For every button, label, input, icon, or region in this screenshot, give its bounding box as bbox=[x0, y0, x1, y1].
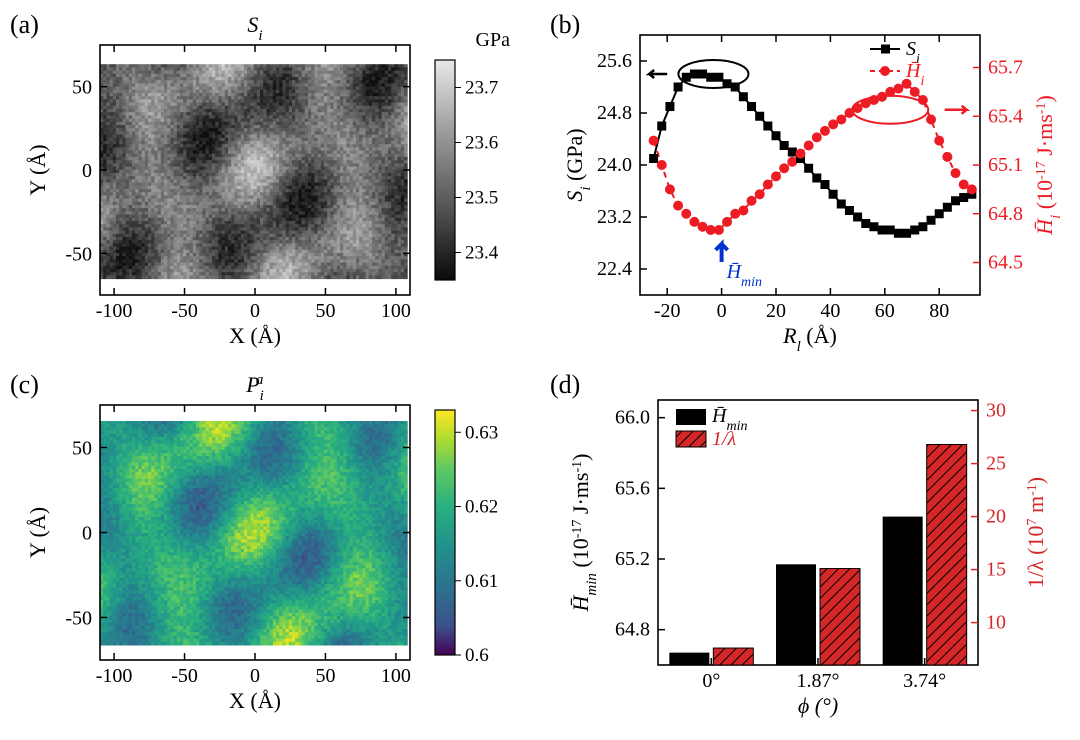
panel-label-d: (d) bbox=[550, 370, 580, 400]
heatmap-a: Si-100-50050100-50050X (Å)Y (Å)GPa23.423… bbox=[10, 10, 530, 360]
panel-label-b: (b) bbox=[550, 10, 580, 40]
heatmap-c: Pia-100-50050100-50050X (Å)Y (Å)0.60.610… bbox=[10, 370, 530, 730]
svg-text:Si: Si bbox=[247, 12, 262, 44]
chart-d: 64.865.265.666.010152025300°1.87°3.74°H̄… bbox=[550, 370, 1070, 730]
panel-d: (d) 64.865.265.666.010152025300°1.87°3.7… bbox=[550, 370, 1070, 730]
panel-a: (a) Si-100-50050100-50050X (Å)Y (Å)GPa23… bbox=[10, 10, 530, 360]
panel-c: (c) Pia-100-50050100-50050X (Å)Y (Å)0.60… bbox=[10, 370, 530, 730]
panel-label-c: (c) bbox=[10, 370, 39, 400]
chart-b: -2002040608022.423.224.024.825.664.564.8… bbox=[550, 10, 1070, 360]
panel-b: (b) -2002040608022.423.224.024.825.664.5… bbox=[550, 10, 1070, 360]
panel-label-a: (a) bbox=[10, 10, 39, 40]
